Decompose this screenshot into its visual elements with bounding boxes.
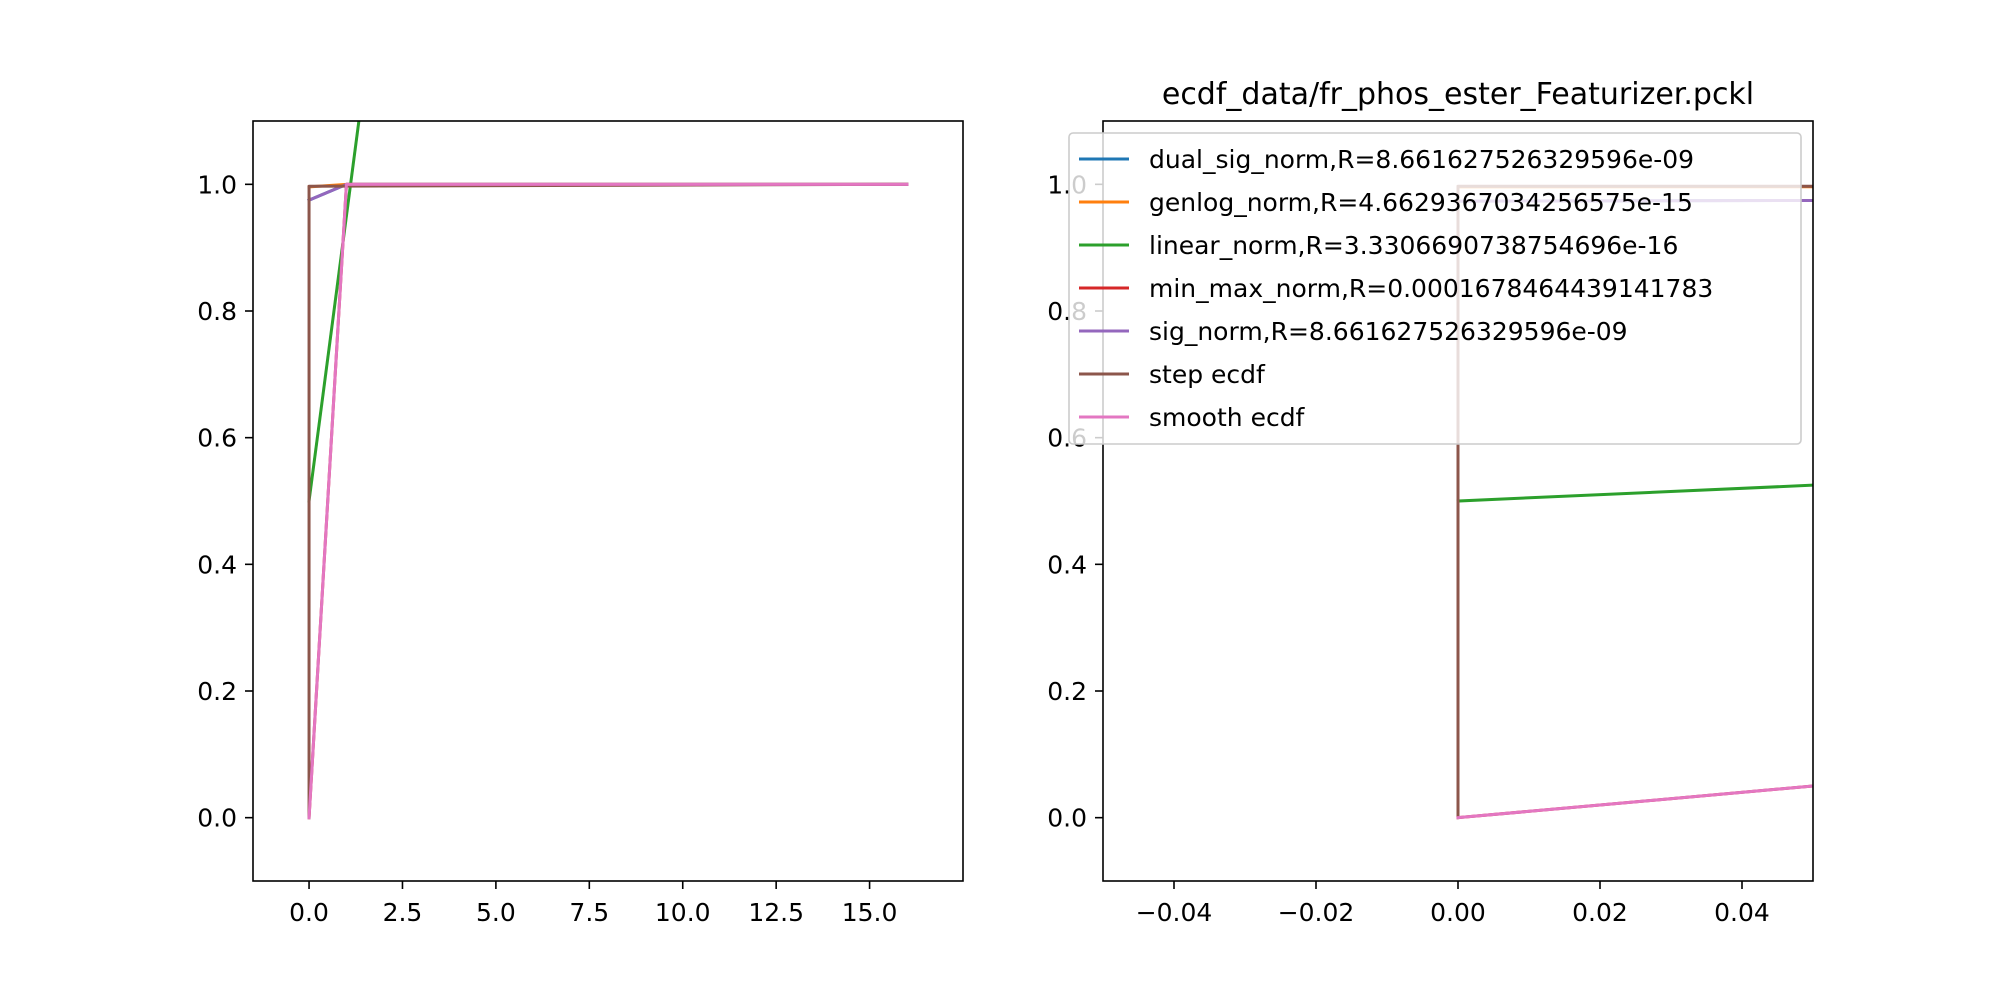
y-tick-label: 0.0	[197, 804, 237, 833]
y-tick-label: 0.4	[197, 550, 237, 579]
y-tick-label: 0.2	[197, 677, 237, 706]
x-tick-label: 0.0	[289, 898, 329, 927]
x-tick-label: 0.02	[1572, 898, 1628, 927]
y-tick-label: 0.2	[1047, 677, 1087, 706]
x-tick-label: 7.5	[569, 898, 609, 927]
legend: dual_sig_norm,R=8.661627526329596e-09gen…	[1068, 132, 1802, 445]
x-tick-label: 12.5	[748, 898, 804, 927]
legend-box	[1068, 132, 1802, 445]
series-line-linear_norm	[1456, 483, 1813, 503]
right-subplot: −0.04 −0.02 0.00 0.02 0.040.00.20.40.60.81.0…	[1047, 77, 1814, 927]
x-tick-label: 15.0	[842, 898, 898, 927]
legend-label: linear_norm,R=3.3306690738754696e-16	[1149, 231, 1678, 260]
y-tick-label: 0.6	[197, 424, 237, 453]
y-tick-label: 0.8	[197, 297, 237, 326]
y-tick-label: 0.0	[1047, 804, 1087, 833]
series-line-smooth-ecdf	[1456, 784, 1813, 820]
x-tick-label: −0.04	[1136, 898, 1213, 927]
x-tick-label: 2.5	[383, 898, 423, 927]
series-line-linear_norm	[307, 121, 361, 503]
legend-label: step ecdf	[1149, 360, 1266, 389]
x-tick-label: 5.0	[476, 898, 516, 927]
legend-label: dual_sig_norm,R=8.661627526329596e-09	[1149, 145, 1694, 174]
chart-title: ecdf_data/fr_phos_ester_Featurizer.pckl	[1162, 77, 1754, 112]
axes-frame	[252, 120, 964, 882]
series-line-smooth-ecdf	[307, 182, 909, 820]
left-subplot: 0.0 2.5 5.0 7.5 10.0 12.5 15.0 0.0 0.2 0.4 0.6 0.8 1…	[197, 120, 964, 927]
legend-label: min_max_norm,R=0.0001678464439141783	[1149, 274, 1713, 303]
y-tick-label: 0.4	[1047, 550, 1087, 579]
y-tick-label: 1.0	[197, 170, 237, 199]
legend-label: smooth ecdf	[1149, 403, 1306, 432]
legend-label: sig_norm,R=8.661627526329596e-09	[1149, 317, 1628, 346]
x-tick-label: 0.04	[1714, 898, 1770, 927]
x-tick-label: 10.0	[655, 898, 711, 927]
x-tick-label: −0.02	[1278, 898, 1355, 927]
x-tick-label: 0.00	[1430, 898, 1486, 927]
legend-label: genlog_norm,R=4.6629367034256575e-15	[1149, 188, 1693, 217]
series-group	[307, 121, 909, 820]
